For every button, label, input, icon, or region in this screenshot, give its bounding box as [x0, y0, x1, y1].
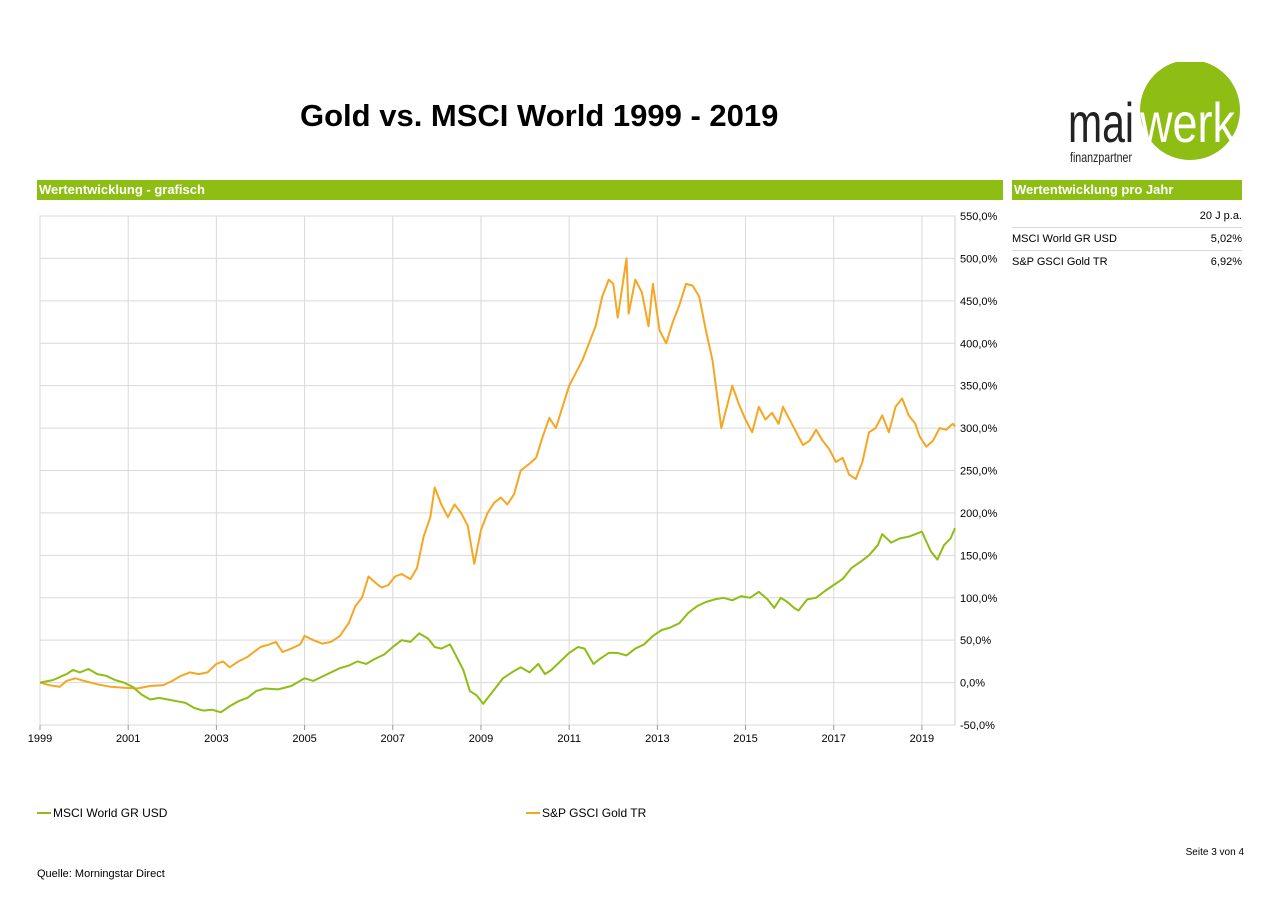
x-tick-label: 2007	[381, 733, 405, 745]
y-tick-label: 450,0%	[960, 296, 998, 308]
x-tick-label: 2015	[733, 733, 757, 745]
y-tick-label: 50,0%	[960, 635, 991, 647]
logo-text-left: mai	[1068, 91, 1134, 154]
series-line-msci	[39, 527, 956, 714]
chart-series	[39, 257, 956, 714]
x-tick-label: 2011	[557, 733, 581, 745]
performance-table: 20 J p.a. MSCI World GR USD 5,02% S&P GS…	[1012, 205, 1242, 273]
performance-table-header-row: 20 J p.a.	[1012, 205, 1242, 228]
x-tick-label: 2001	[116, 733, 140, 745]
logo-subtitle: finanzpartner	[1070, 149, 1132, 165]
x-tick-label: 2003	[204, 733, 228, 745]
chart-section-header: Wertentwicklung - grafisch	[37, 180, 1003, 200]
performance-row-value: 5,02%	[1210, 233, 1242, 245]
legend-label-msci: MSCI World GR USD	[53, 806, 168, 820]
x-tick-label: 2013	[645, 733, 669, 745]
logo-green-circle	[1140, 62, 1240, 160]
performance-row-msci: MSCI World GR USD 5,02%	[1012, 228, 1242, 251]
x-tick-label: 2005	[292, 733, 316, 745]
chart-grid	[39, 215, 956, 730]
y-tick-label: 300,0%	[960, 423, 998, 435]
maiwerk-logo: mai werk finanzpartner	[1068, 62, 1240, 165]
performance-column-header: 20 J p.a.	[1199, 210, 1242, 222]
line-chart: 550,0% 500,0% 450,0% 400,0% 350,0% 300,0% 250,…	[28, 211, 998, 745]
y-tick-label: 350,0%	[960, 381, 998, 393]
legend-swatch-gold	[526, 812, 540, 814]
x-tick-label: 1999	[28, 733, 52, 745]
x-axis-ticks: 1999 2001 2003 2005 2007 2009 2011 2013 2015 2017…	[28, 733, 934, 745]
chart-legend: MSCI World GR USD S&P GSCI Gold TR	[0, 805, 1280, 825]
y-tick-label: 0,0%	[960, 678, 985, 690]
y-axis-ticks: 550,0% 500,0% 450,0% 400,0% 350,0% 300,0% 250,…	[960, 211, 998, 732]
x-tick-label: 2017	[821, 733, 845, 745]
logo-text-right: werk	[1139, 91, 1236, 154]
series-line-gold	[39, 257, 956, 690]
y-tick-label: 400,0%	[960, 338, 998, 350]
y-tick-label: -50,0%	[960, 720, 995, 732]
y-tick-label: 550,0%	[960, 211, 998, 223]
table-section-header: Wertentwicklung pro Jahr	[1012, 180, 1242, 200]
y-tick-label: 250,0%	[960, 466, 998, 478]
source-note: Quelle: Morningstar Direct	[37, 868, 165, 880]
legend-label-gold: S&P GSCI Gold TR	[542, 806, 647, 820]
y-tick-label: 500,0%	[960, 253, 998, 265]
performance-row-name: S&P GSCI Gold TR	[1012, 256, 1108, 268]
x-tick-label: 2019	[910, 733, 934, 745]
page-title: Gold vs. MSCI World 1999 - 2019	[300, 98, 779, 133]
performance-row-value: 6,92%	[1210, 256, 1242, 268]
y-tick-label: 200,0%	[960, 508, 998, 520]
x-tick-label: 2009	[469, 733, 493, 745]
performance-row-gold: S&P GSCI Gold TR 6,92%	[1012, 251, 1242, 273]
performance-row-name: MSCI World GR USD	[1012, 233, 1117, 245]
page-number: Seite 3 von 4	[1185, 847, 1244, 858]
legend-swatch-msci	[37, 812, 51, 814]
y-tick-label: 150,0%	[960, 550, 998, 562]
y-tick-label: 100,0%	[960, 593, 998, 605]
